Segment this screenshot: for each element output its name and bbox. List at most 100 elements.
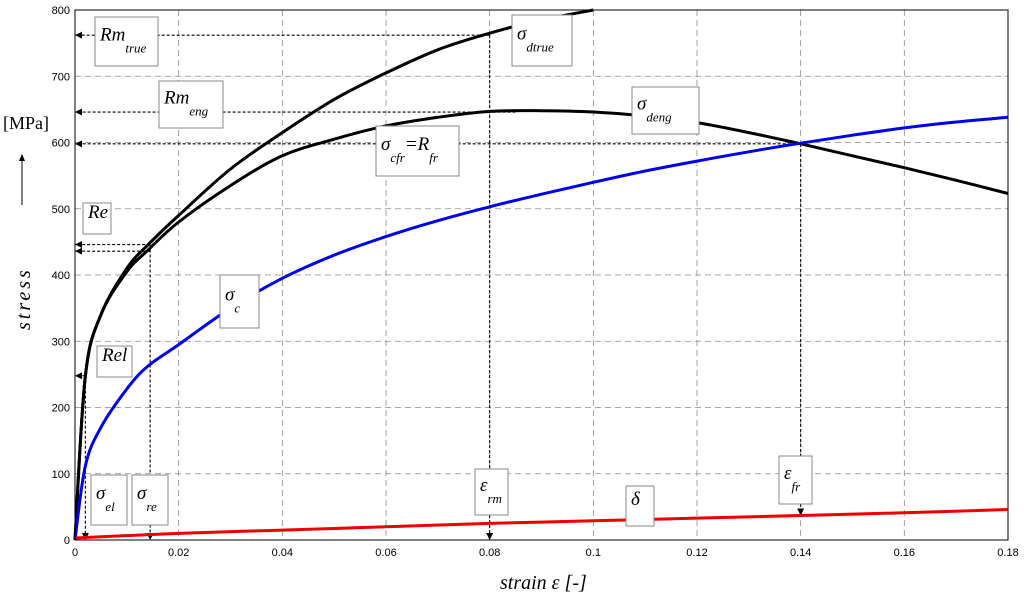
y-tick-labels: 0 100 200 300 400 500 600 700 800 — [52, 5, 70, 547]
annotation-frame — [219, 274, 260, 329]
y-axis-arrowhead — [19, 154, 25, 161]
annotation-text: σc — [225, 284, 240, 315]
annotation-frame — [131, 474, 169, 526]
x-tick-label: 0.1 — [586, 547, 601, 559]
annotation-box: σc — [219, 274, 260, 329]
annotation-box: σcfr=Rfr — [375, 125, 460, 177]
annotation-text: σdeng — [637, 94, 672, 125]
annotation-mid: =R — [405, 134, 430, 155]
series-line — [73, 109, 1009, 541]
annotation-frame — [511, 14, 573, 67]
annotation-box: σre — [131, 474, 169, 526]
x-tick-label: 0.08 — [479, 547, 500, 559]
annotation-box: σdeng — [631, 86, 700, 135]
annotation-text: εfr — [784, 463, 801, 494]
annotation-main: σ — [381, 134, 391, 155]
annotation-main: σ — [96, 483, 106, 504]
annotation-main: ε — [784, 463, 792, 484]
y-tick-label: 0 — [64, 535, 70, 547]
annotation-sub2: fr — [429, 150, 439, 165]
reference-arrowhead — [797, 508, 805, 516]
y-tick-label: 600 — [52, 138, 70, 150]
y-axis-label: stress — [13, 267, 35, 330]
series-line — [73, 115, 1009, 541]
reference-arrowhead — [75, 108, 82, 116]
annotation-box: Rmeng — [158, 80, 224, 129]
series-group — [73, 8, 1009, 541]
annotation-sub: deng — [646, 110, 672, 125]
annotation-sub: c — [234, 300, 240, 315]
annotation-main: ε — [480, 475, 488, 496]
x-tick-label: 0.14 — [790, 547, 811, 559]
x-tick-label: 0.12 — [686, 547, 707, 559]
x-tick-label: 0.16 — [894, 547, 915, 559]
annotation-box: Rel — [96, 345, 133, 378]
annotation-main: δ — [631, 489, 641, 510]
annotation-text: Re — [87, 202, 108, 223]
annotation-sub: cfr — [390, 150, 405, 165]
reference-arrowhead — [75, 140, 82, 148]
annotation-box: Re — [82, 202, 112, 235]
x-tick-label: 0.04 — [272, 547, 293, 559]
annotation-text: σel — [96, 483, 115, 514]
annotation-sub: fr — [792, 479, 802, 494]
annotation-sub: el — [105, 499, 115, 514]
annotation-box: εrm — [474, 468, 509, 516]
annotation-text: εrm — [480, 475, 502, 506]
annotation-text: σcfr=Rfr — [381, 134, 439, 165]
annotation-main: σ — [517, 23, 527, 44]
annotation-frame — [158, 80, 224, 129]
annotation-main: Rm — [163, 88, 189, 109]
reference-arrowhead — [75, 31, 82, 39]
annotation-sub: dtrue — [526, 39, 554, 54]
annotation-frame — [375, 125, 460, 177]
annotation-sub: re — [146, 499, 157, 514]
annotation-text: σdtrue — [517, 23, 554, 54]
reference-arrowhead — [486, 533, 494, 540]
annotation-frame — [82, 202, 112, 235]
annotation-sub: eng — [189, 104, 208, 119]
annotation-frame — [778, 455, 813, 505]
annotation-frame — [631, 86, 700, 135]
y-tick-label: 200 — [52, 403, 70, 415]
reference-arrowhead — [75, 372, 82, 380]
annotation-main: σ — [137, 483, 147, 504]
annotation-frame — [474, 468, 509, 516]
annotation-main: σ — [637, 94, 647, 115]
annotation-frame — [94, 16, 159, 67]
y-tick-label: 800 — [52, 5, 70, 17]
annotation-main: Re — [87, 202, 108, 223]
annotation-text: Rmeng — [163, 88, 209, 119]
annotation-text: Rmtrue — [99, 25, 146, 56]
y-tick-label: 700 — [52, 71, 70, 83]
y-tick-label: 500 — [52, 204, 70, 216]
annotation-box: δ — [625, 485, 655, 527]
y-tick-label: 100 — [52, 469, 70, 481]
annotation-text: σre — [137, 483, 157, 514]
x-tick-label: 0.06 — [375, 547, 396, 559]
series-line — [74, 508, 1009, 540]
reference-arrowhead — [75, 241, 82, 249]
annotation-sub: rm — [488, 491, 502, 506]
annotation-sub: true — [125, 41, 146, 56]
annotation-box: εfr — [778, 455, 813, 505]
x-tick-labels: 0 0.02 0.04 0.06 0.08 0.1 0.12 0.14 0.16 0.18 — [72, 547, 1019, 559]
annotation-frame — [90, 474, 128, 526]
x-tick-label: 0 — [72, 547, 78, 559]
annotation-box: σdtrue — [511, 14, 573, 67]
x-axis-label: strain ε [-] — [500, 572, 587, 594]
y-tick-label: 400 — [52, 270, 70, 282]
annotation-text: Rel — [101, 345, 127, 366]
annotation-box: σel — [90, 474, 128, 526]
annotation-frame — [625, 485, 655, 527]
annotation-main: σ — [225, 284, 235, 305]
plot-frame — [74, 9, 1009, 541]
x-tick-label: 0.02 — [168, 547, 189, 559]
annotation-main: Rel — [101, 345, 127, 366]
annotation-text: δ — [631, 489, 641, 510]
y-tick-label: 300 — [52, 336, 70, 348]
x-tick-label: 0.18 — [997, 547, 1018, 559]
y-axis-unit: [MPa] — [3, 113, 49, 133]
